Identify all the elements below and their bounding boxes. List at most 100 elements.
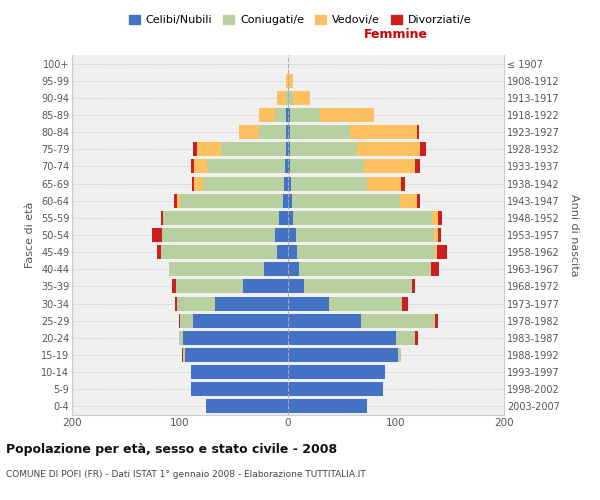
Bar xyxy=(288,400,367,413)
Bar xyxy=(280,211,288,225)
Bar xyxy=(191,382,288,396)
Bar xyxy=(283,194,288,207)
Text: Popolazione per età, sesso e stato civile - 2008: Popolazione per età, sesso e stato civil… xyxy=(6,442,337,456)
Bar xyxy=(290,160,364,173)
Bar xyxy=(396,331,415,345)
Bar xyxy=(329,296,403,310)
Bar xyxy=(177,194,180,207)
Bar xyxy=(299,262,431,276)
Bar xyxy=(288,245,296,259)
Bar xyxy=(288,194,292,207)
Bar xyxy=(275,108,286,122)
Bar xyxy=(293,91,310,105)
Bar xyxy=(361,314,435,328)
Text: Femmine: Femmine xyxy=(364,28,428,40)
Bar xyxy=(288,211,293,225)
Bar xyxy=(357,142,420,156)
Bar xyxy=(288,160,290,173)
Bar xyxy=(284,176,288,190)
Bar xyxy=(420,142,426,156)
Bar xyxy=(242,280,288,293)
Y-axis label: Anni di nascita: Anni di nascita xyxy=(569,194,579,276)
Bar xyxy=(296,228,434,242)
Bar xyxy=(288,348,398,362)
Bar xyxy=(431,211,438,225)
Bar xyxy=(221,142,286,156)
Bar xyxy=(207,160,285,173)
Bar xyxy=(191,365,288,379)
Bar xyxy=(179,331,183,345)
Bar xyxy=(286,142,288,156)
Bar xyxy=(177,296,215,310)
Bar xyxy=(285,160,288,173)
Bar xyxy=(277,91,286,105)
Bar xyxy=(435,245,437,259)
Bar xyxy=(367,176,401,190)
Bar xyxy=(194,160,207,173)
Bar xyxy=(320,108,374,122)
Bar xyxy=(183,331,288,345)
Bar xyxy=(415,160,420,173)
Bar xyxy=(259,125,286,139)
Bar xyxy=(288,262,299,276)
Bar xyxy=(416,194,420,207)
Bar xyxy=(412,280,415,293)
Bar xyxy=(437,245,447,259)
Bar xyxy=(288,125,290,139)
Bar xyxy=(288,331,396,345)
Bar xyxy=(415,331,418,345)
Bar xyxy=(277,245,288,259)
Bar xyxy=(173,194,177,207)
Bar xyxy=(286,91,288,105)
Bar xyxy=(157,245,161,259)
Text: COMUNE DI POFI (FR) - Dati ISTAT 1° gennaio 2008 - Elaborazione TUTTITALIA.IT: COMUNE DI POFI (FR) - Dati ISTAT 1° genn… xyxy=(6,470,366,479)
Y-axis label: Fasce di età: Fasce di età xyxy=(25,202,35,268)
Bar xyxy=(364,160,415,173)
Bar xyxy=(435,314,438,328)
Bar xyxy=(288,314,361,328)
Bar xyxy=(180,314,193,328)
Bar xyxy=(286,74,288,88)
Bar xyxy=(296,245,435,259)
Bar xyxy=(438,211,442,225)
Legend: Celibi/Nubili, Coniugati/e, Vedovi/e, Divorziati/e: Celibi/Nubili, Coniugati/e, Vedovi/e, Di… xyxy=(124,10,476,30)
Bar xyxy=(192,176,194,190)
Bar xyxy=(286,108,288,122)
Bar xyxy=(288,382,383,396)
Bar xyxy=(288,176,291,190)
Bar xyxy=(180,194,283,207)
Bar xyxy=(215,296,288,310)
Bar xyxy=(400,194,416,207)
Bar xyxy=(191,160,194,173)
Bar xyxy=(288,280,304,293)
Bar xyxy=(239,125,259,139)
Bar xyxy=(288,228,296,242)
Bar xyxy=(401,176,404,190)
Bar xyxy=(176,280,242,293)
Bar xyxy=(438,228,442,242)
Bar xyxy=(185,348,288,362)
Bar xyxy=(431,262,439,276)
Bar xyxy=(169,262,264,276)
Bar xyxy=(182,348,183,362)
Bar xyxy=(434,228,438,242)
Bar xyxy=(286,125,288,139)
Bar xyxy=(193,142,197,156)
Bar xyxy=(293,211,431,225)
Bar xyxy=(288,142,290,156)
Bar xyxy=(161,228,275,242)
Bar xyxy=(291,176,367,190)
Bar xyxy=(275,228,288,242)
Bar xyxy=(161,211,163,225)
Bar xyxy=(292,194,400,207)
Bar xyxy=(416,125,419,139)
Bar xyxy=(398,348,401,362)
Bar xyxy=(152,228,161,242)
Bar xyxy=(194,176,203,190)
Bar xyxy=(206,400,288,413)
Bar xyxy=(161,245,277,259)
Bar xyxy=(290,108,320,122)
Bar xyxy=(290,125,350,139)
Bar xyxy=(288,74,293,88)
Bar xyxy=(197,142,221,156)
